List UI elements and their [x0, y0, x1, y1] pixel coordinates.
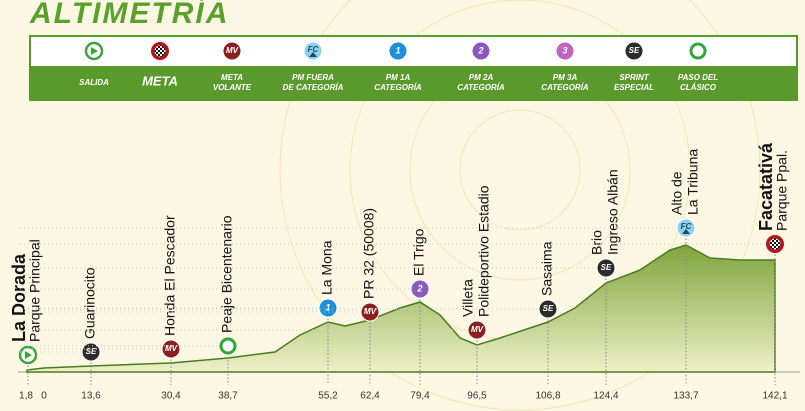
km-label: 62,4 [360, 391, 380, 402]
icon-text: SE [629, 46, 640, 55]
place-name: PR 32 (50008) [361, 208, 377, 299]
icon-mv [467, 320, 487, 340]
place-name: Parque Principal [27, 239, 43, 342]
icon-finish-flag [769, 238, 781, 250]
icon-c3 [555, 41, 575, 61]
icon-se [596, 258, 616, 278]
icon-fc [303, 41, 323, 61]
km-label: 1,8 [19, 391, 33, 402]
legend-label: META [221, 73, 243, 82]
place-name: Peaje Bicentenario [219, 215, 235, 333]
place-name: La Tribuna [685, 149, 701, 215]
icon-text: 3 [562, 45, 567, 55]
km-label: 13,6 [81, 391, 101, 402]
icon-text: 1 [395, 45, 400, 55]
legend-label: CATEGORÍA [541, 83, 589, 92]
legend-label: META [142, 73, 178, 88]
legend-label: PM 1A [386, 73, 411, 82]
place-name: Ingreso Albán [605, 169, 621, 255]
legend-band [30, 66, 797, 100]
icon-se [624, 41, 644, 61]
place-name: Guarinocito [82, 267, 98, 339]
icon-start-arrow [91, 47, 98, 55]
place-name: Facatativá [756, 142, 776, 231]
icon-text: 1 [325, 302, 330, 312]
km-label: 124,4 [593, 391, 618, 402]
icon-se [538, 299, 558, 319]
icon-start-arrow [25, 351, 32, 359]
place-name: Parque Ppal. [774, 150, 790, 231]
legend-label: ESPECIAL [614, 83, 654, 92]
legend-label: VOLANTE [213, 83, 252, 92]
icon-text: SE [86, 347, 97, 356]
place-name: Brio [589, 230, 605, 255]
legend-label: PM 2A [469, 73, 494, 82]
icon-c2 [410, 279, 430, 299]
icon-text: 2 [416, 283, 422, 293]
icon-pass [689, 42, 707, 60]
km-label: 38,7 [218, 391, 238, 402]
legend-label: DE CATEGORÍA [283, 83, 344, 92]
legend-label: PM 3A [553, 73, 578, 82]
title: ALTIMETRÍA [29, 0, 229, 30]
place-name: El Trigo [411, 228, 427, 276]
legend-label: SALIDA [79, 78, 109, 87]
place-name: Polideportivo Estadio [476, 185, 492, 317]
icon-pass [219, 337, 237, 355]
icon-text: FC [681, 222, 692, 231]
place-name: La Mona [319, 240, 335, 295]
km-label: 106,8 [535, 391, 560, 402]
icon-finish-flag [154, 45, 166, 57]
km-label: 79,4 [410, 391, 430, 402]
icon-mv [360, 302, 380, 322]
icon-text: FC [308, 45, 319, 54]
icon-peak [309, 52, 317, 57]
icon-mv [161, 339, 181, 359]
place-name: La Dorada [9, 253, 29, 342]
icon-peak [682, 229, 690, 234]
icon-text: 2 [477, 45, 483, 55]
icon-fc [676, 218, 696, 238]
place-name: Honda El Pescador [162, 215, 178, 336]
icon-text: SE [543, 304, 554, 313]
legend-label: CATEGORÍA [374, 83, 422, 92]
place-name: Villeta [460, 279, 476, 317]
legend-label: PM FUERA [292, 73, 334, 82]
km-label: 30,4 [161, 391, 181, 402]
legend-label: SPRINT [619, 73, 649, 82]
km-label: 96,5 [467, 391, 487, 402]
icon-text: MV [226, 46, 239, 55]
place-name: Sasaima [539, 241, 555, 296]
place-name: Alto de [669, 171, 685, 215]
km-label: 55,2 [318, 391, 338, 402]
icon-c2 [471, 41, 491, 61]
km-label: 0 [41, 391, 47, 402]
legend-label: PASO DEL [678, 73, 718, 82]
icon-text: MV [364, 307, 377, 316]
km-label: 142,1 [762, 391, 787, 402]
legend-label: CLÁSICO [680, 83, 717, 92]
km-label: 133,7 [673, 391, 698, 402]
icon-se [81, 342, 101, 362]
icon-c1 [388, 41, 408, 61]
icon-text: SE [601, 263, 612, 272]
legend-label: CATEGORÍA [457, 83, 505, 92]
icon-text: MV [165, 344, 178, 353]
icon-text: MV [471, 325, 484, 334]
icon-mv [222, 41, 242, 61]
